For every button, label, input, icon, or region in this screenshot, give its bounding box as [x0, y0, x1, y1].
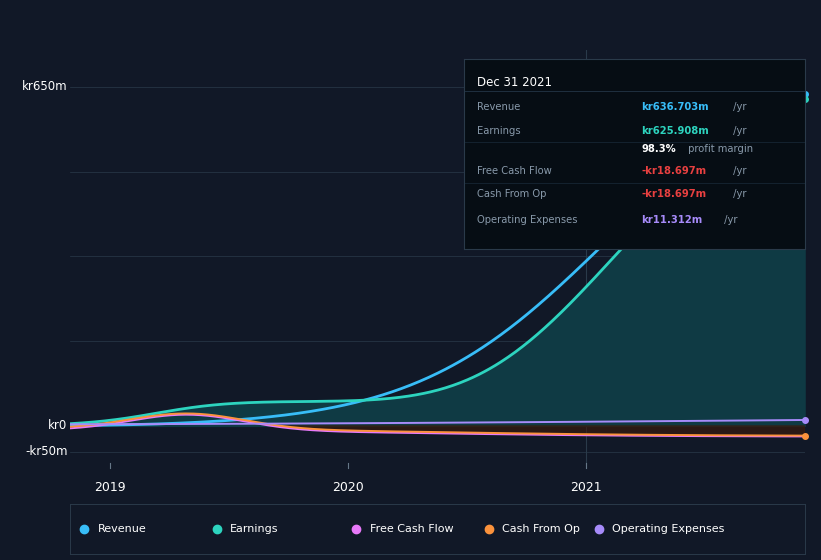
Text: kr11.312m: kr11.312m [641, 214, 702, 225]
Text: -kr50m: -kr50m [25, 445, 67, 459]
Text: Free Cash Flow: Free Cash Flow [369, 524, 453, 534]
Text: kr636.703m: kr636.703m [641, 102, 709, 113]
Text: Earnings: Earnings [478, 126, 521, 136]
Text: Free Cash Flow: Free Cash Flow [478, 166, 553, 176]
Text: kr650m: kr650m [22, 81, 67, 94]
Text: Earnings: Earnings [230, 524, 278, 534]
Text: Cash From Op: Cash From Op [478, 189, 547, 199]
Text: -kr18.697m: -kr18.697m [641, 189, 706, 199]
Text: /yr: /yr [730, 166, 746, 176]
Text: profit margin: profit margin [686, 144, 754, 154]
Text: Operating Expenses: Operating Expenses [478, 214, 578, 225]
Text: Cash From Op: Cash From Op [502, 524, 580, 534]
Text: kr625.908m: kr625.908m [641, 126, 709, 136]
Text: Operating Expenses: Operating Expenses [612, 524, 724, 534]
Text: /yr: /yr [730, 126, 746, 136]
Text: Dec 31 2021: Dec 31 2021 [478, 76, 553, 89]
Text: /yr: /yr [730, 102, 746, 113]
Text: Revenue: Revenue [98, 524, 146, 534]
Text: 98.3%: 98.3% [641, 144, 676, 154]
Text: /yr: /yr [730, 189, 746, 199]
Text: /yr: /yr [721, 214, 737, 225]
Text: 2021: 2021 [570, 480, 602, 493]
Text: 2020: 2020 [333, 480, 364, 493]
Text: kr0: kr0 [48, 419, 67, 432]
Text: Revenue: Revenue [478, 102, 521, 113]
Text: -kr18.697m: -kr18.697m [641, 166, 706, 176]
Text: 2019: 2019 [94, 480, 126, 493]
